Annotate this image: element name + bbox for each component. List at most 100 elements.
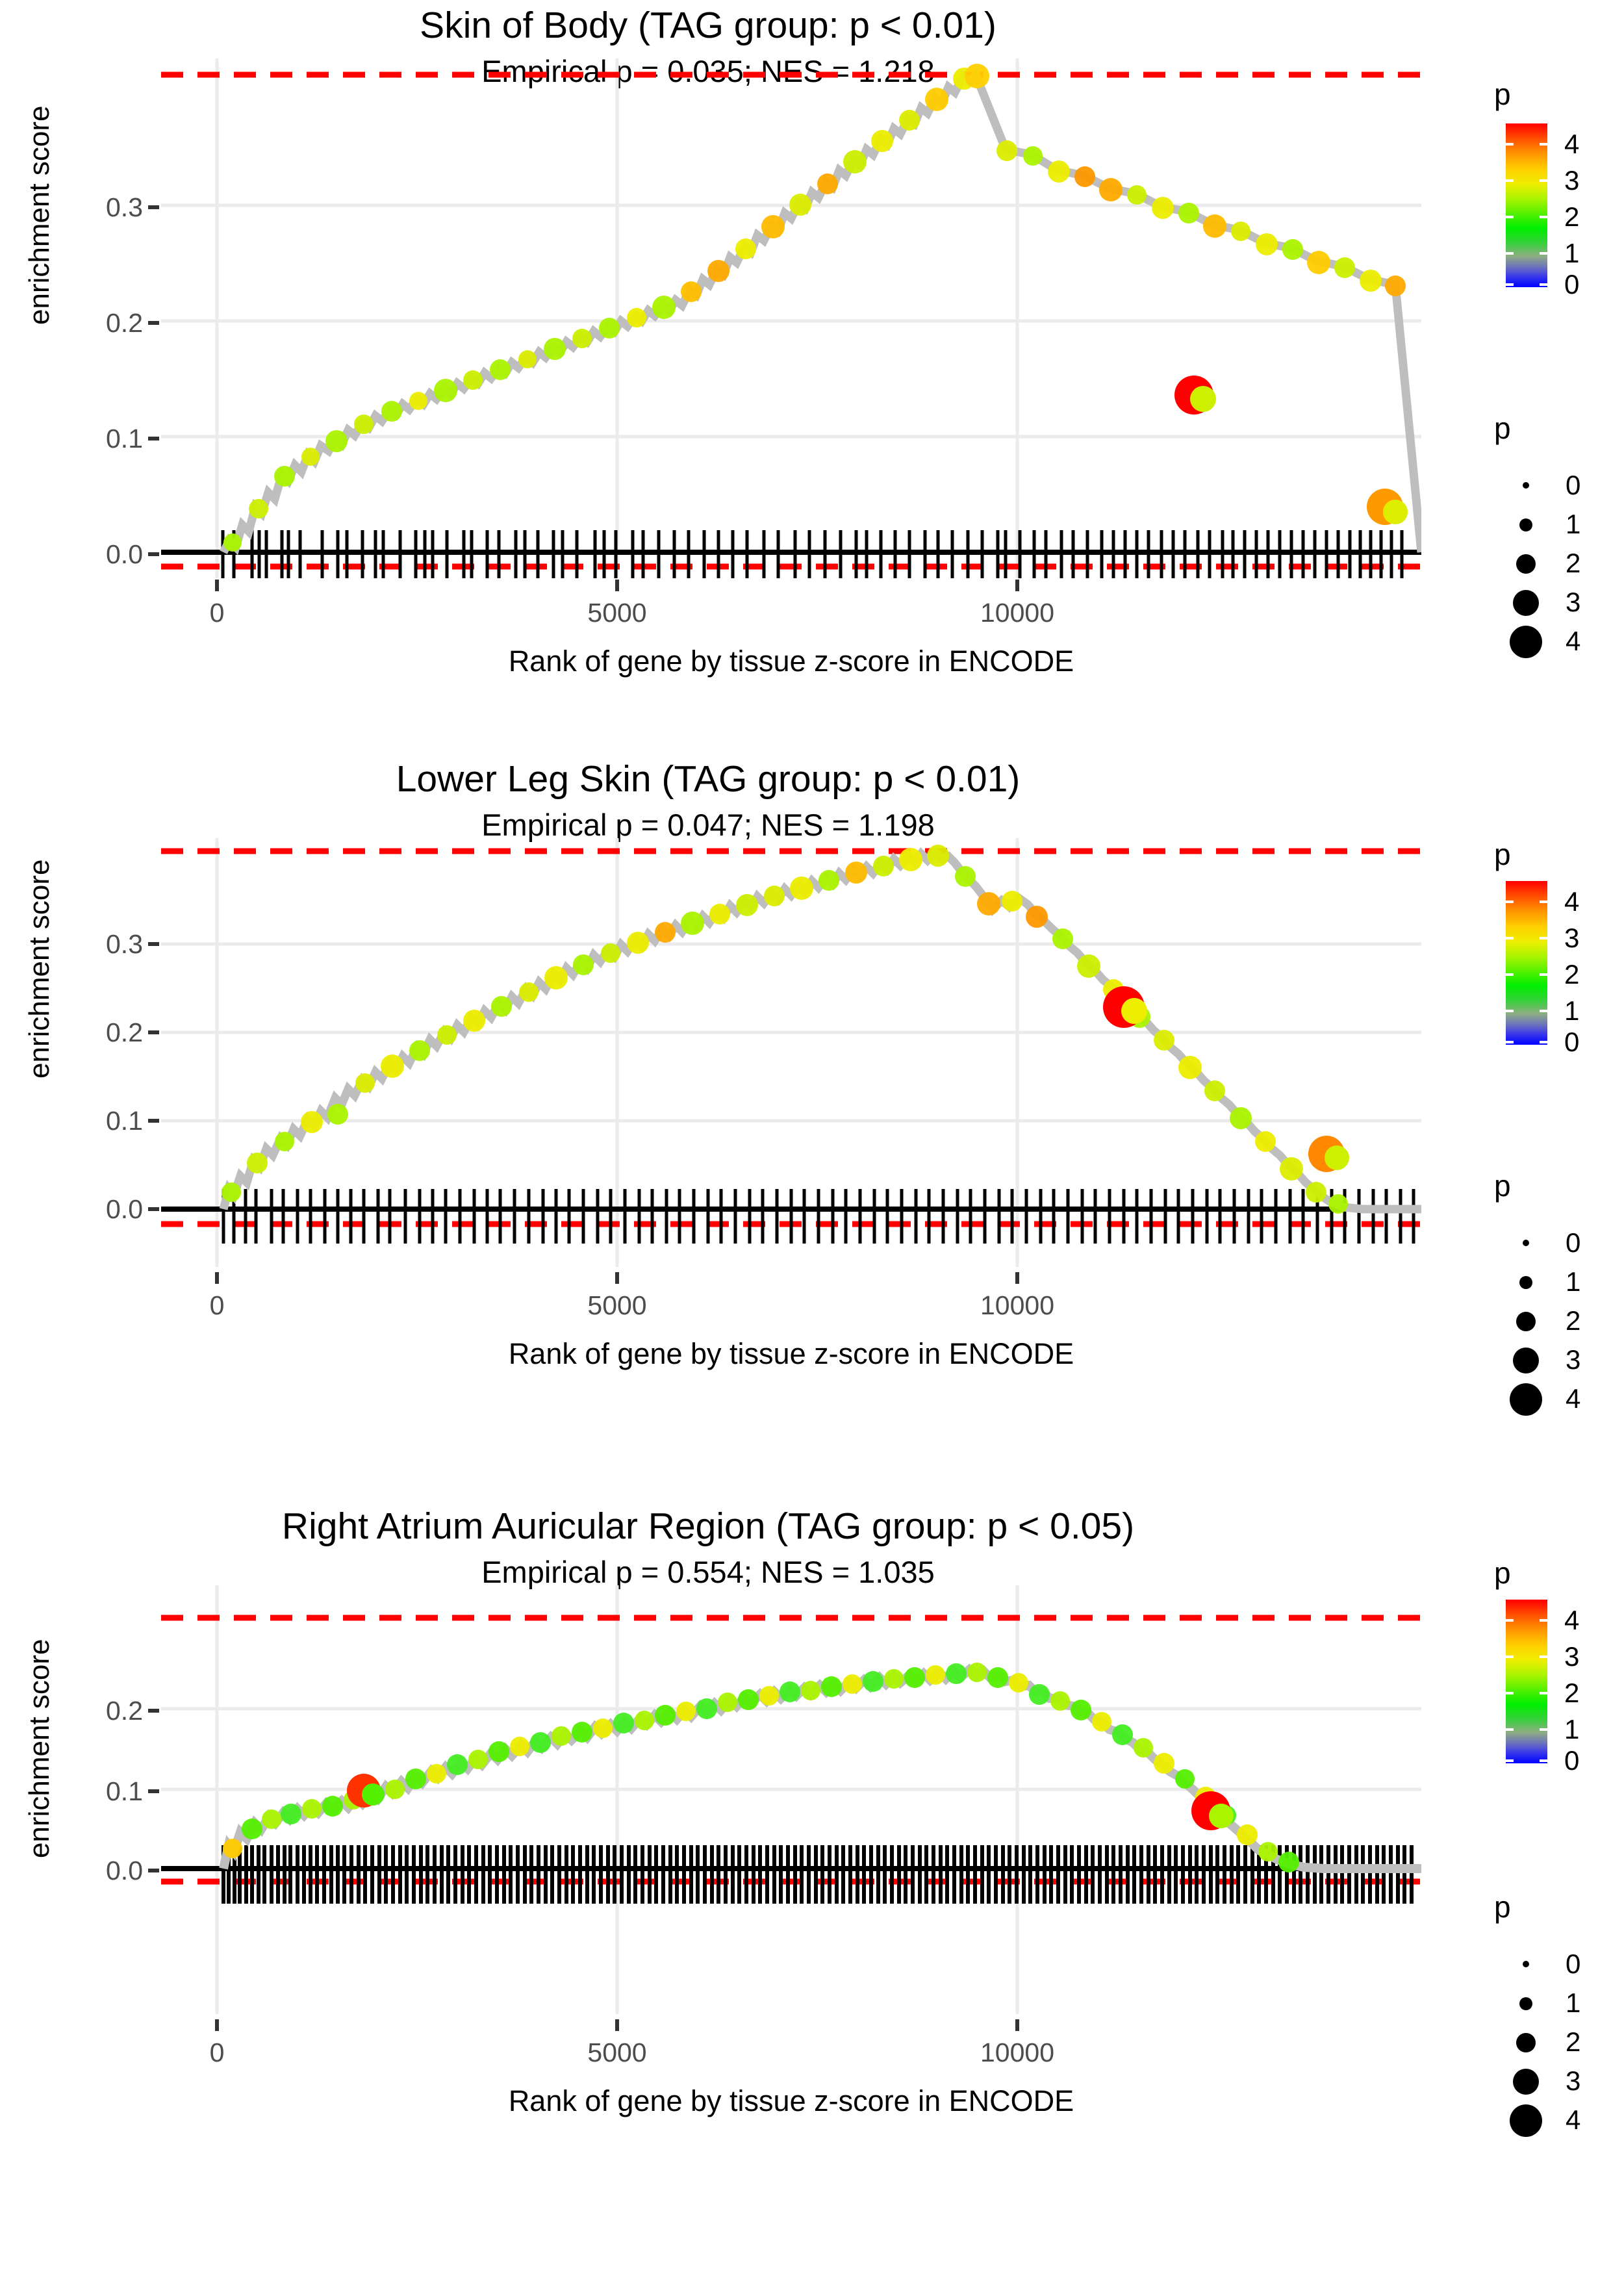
size-legend-label: 4 <box>1566 2104 1581 2135</box>
y-tick-mark <box>148 321 159 325</box>
colorbar-tick <box>1506 143 1514 146</box>
colorbar-tick <box>1506 1010 1514 1012</box>
x-tick-mark <box>615 580 619 591</box>
size-legend-label: 2 <box>1566 548 1581 578</box>
x-tick-label: 10000 <box>980 1290 1054 1320</box>
size-legend-title: p <box>1494 411 1511 445</box>
colorbar-tick <box>1540 1619 1547 1622</box>
colorbar-tick <box>1540 937 1547 939</box>
colorbar-tick-label: 4 <box>1564 129 1580 159</box>
panel-subtitle: Empirical p = 0.554; NES = 1.035 <box>481 1555 935 1589</box>
colorbar-tick <box>1506 216 1514 218</box>
x-tick-mark <box>215 2019 219 2031</box>
size-legend-label: 1 <box>1566 1987 1581 2018</box>
y-tick-label: 0.0 <box>106 1856 143 1885</box>
y-tick-label: 0.1 <box>106 1776 143 1806</box>
colorbar-tick <box>1506 1041 1514 1043</box>
colorbar-tick <box>1540 1728 1547 1731</box>
size-legend-dot <box>1513 1348 1539 1373</box>
y-tick-label: 0.2 <box>106 308 143 338</box>
colorbar-tick-label: 0 <box>1564 1745 1580 1776</box>
size-legend-title: p <box>1494 1169 1511 1203</box>
colorbar-tick <box>1506 1619 1514 1622</box>
size-legend-label: 3 <box>1566 1344 1581 1375</box>
y-tick-mark <box>148 1709 159 1713</box>
size-legend-dot <box>1516 2033 1536 2052</box>
y-tick-mark <box>148 1869 159 1872</box>
x-axis-label: Rank of gene by tissue z-score in ENCODE <box>508 1337 1074 1370</box>
x-tick-label: 0 <box>209 598 225 628</box>
size-legend-label: 0 <box>1566 1948 1581 1979</box>
colorbar-tick-label: 3 <box>1564 165 1580 196</box>
colorbar-tick <box>1506 973 1514 976</box>
colorbar-title: p <box>1494 77 1511 111</box>
panel-skin-of-body: Skin of Body (TAG group: p < 0.01) Empir… <box>0 0 1624 728</box>
y-tick-label: 0.3 <box>106 929 143 959</box>
colorbar-tick-label: 2 <box>1564 201 1580 232</box>
x-tick-mark <box>1015 2019 1019 2031</box>
size-legend-label: 4 <box>1566 1383 1581 1414</box>
size-legend-dot <box>1516 1312 1536 1331</box>
colorbar-tick <box>1540 1010 1547 1012</box>
colorbar-title: p <box>1494 837 1511 871</box>
size-legend-dot <box>1519 1997 1532 2010</box>
x-tick-mark <box>1015 1272 1019 1284</box>
y-tick-mark <box>148 552 159 556</box>
colorbar-tick-label: 0 <box>1564 269 1580 300</box>
colorbar-tick <box>1540 283 1547 286</box>
size-legend-dot <box>1516 554 1536 574</box>
size-legend-label: 2 <box>1566 2026 1581 2057</box>
x-tick-mark <box>1015 580 1019 591</box>
y-tick-mark <box>148 205 159 209</box>
colorbar <box>1506 881 1547 1045</box>
colorbar-tick <box>1540 1655 1547 1658</box>
colorbar-tick <box>1540 901 1547 903</box>
panel-title: Lower Leg Skin (TAG group: p < 0.01) <box>396 758 1021 800</box>
size-legend-label: 0 <box>1566 1227 1581 1258</box>
colorbar-tick <box>1506 1759 1514 1762</box>
colorbar-tick <box>1506 1692 1514 1694</box>
plot-area <box>161 1585 1421 2014</box>
colorbar-tick <box>1540 1759 1547 1762</box>
colorbar-tick <box>1540 143 1547 146</box>
colorbar-tick <box>1506 937 1514 939</box>
size-legend-dot <box>1523 1240 1529 1246</box>
colorbar-tick <box>1540 973 1547 976</box>
size-legend-dot <box>1523 482 1529 489</box>
colorbar-tick <box>1540 216 1547 218</box>
enrichment-points <box>223 64 1406 552</box>
plot-area <box>161 838 1421 1267</box>
x-tick-label: 5000 <box>587 598 647 628</box>
size-legend-label: 3 <box>1566 587 1581 617</box>
colorbar-tick-label: 3 <box>1564 1641 1580 1672</box>
colorbar-tick-label: 2 <box>1564 959 1580 990</box>
colorbar-tick <box>1540 1041 1547 1043</box>
size-legend-label: 4 <box>1566 626 1581 656</box>
colorbar-tick <box>1506 283 1514 286</box>
x-tick-label: 10000 <box>980 598 1054 628</box>
size-legend-dot <box>1519 518 1532 531</box>
colorbar-tick <box>1506 179 1514 182</box>
colorbar <box>1506 123 1547 287</box>
panel-lower-leg-skin: Lower Leg Skin (TAG group: p < 0.01) Emp… <box>0 754 1624 1481</box>
y-tick-mark <box>148 1207 159 1211</box>
colorbar-tick <box>1506 1728 1514 1731</box>
panel-title: Right Atrium Auricular Region (TAG group… <box>281 1505 1135 1547</box>
x-tick-mark <box>615 1272 619 1284</box>
colorbar-tick <box>1506 1655 1514 1658</box>
size-legend-dot <box>1513 590 1539 616</box>
x-axis-label: Rank of gene by tissue z-score in ENCODE <box>508 645 1074 678</box>
y-tick-label: 0.1 <box>106 424 143 454</box>
colorbar-tick <box>1540 179 1547 182</box>
size-legend-title: p <box>1494 1890 1511 1924</box>
enrichment-points <box>223 1663 1299 1872</box>
x-axis-label: Rank of gene by tissue z-score in ENCODE <box>508 2084 1074 2117</box>
size-legend-dot <box>1523 1961 1529 1967</box>
colorbar-tick-label: 4 <box>1564 886 1580 917</box>
panel-title: Skin of Body (TAG group: p < 0.01) <box>420 5 996 46</box>
y-tick-mark <box>148 942 159 946</box>
size-legend-dot <box>1510 626 1542 658</box>
size-legend-dot <box>1519 1276 1532 1289</box>
x-tick-mark <box>215 1272 219 1284</box>
size-legend-dot <box>1510 2104 1542 2137</box>
